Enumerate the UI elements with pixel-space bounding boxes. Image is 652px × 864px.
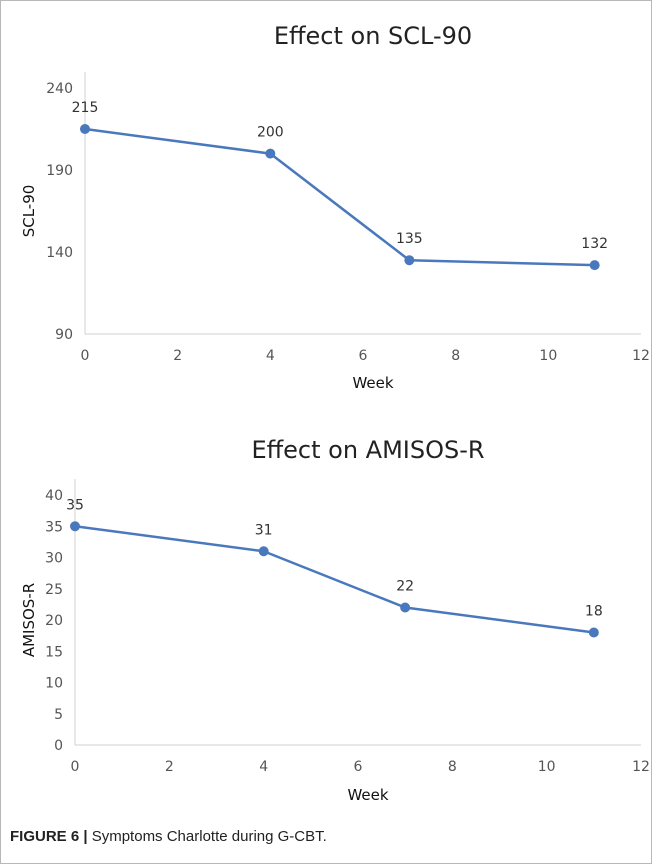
x-tick-label: 2 (165, 759, 174, 775)
x-axis-label: Week (352, 374, 393, 392)
x-tick-label: 0 (81, 348, 90, 364)
data-label: 200 (257, 125, 284, 141)
x-tick-label: 12 (632, 759, 650, 775)
data-label: 35 (66, 497, 84, 513)
x-tick-label: 0 (71, 759, 80, 775)
y-tick-label: 40 (45, 488, 63, 504)
chart-title: Effect on SCL-90 (274, 22, 472, 50)
y-tick-label: 15 (45, 644, 63, 660)
data-point (70, 521, 80, 532)
series-line (74, 525, 594, 634)
chart-scl90: Effect on SCL-90 90 140 190 240 0 2 4 6 8 10 12 Week… (20, 22, 650, 392)
chart-title: Effect on AMISOS-R (251, 436, 484, 464)
data-point (258, 546, 269, 557)
x-tick-label: 10 (539, 348, 557, 364)
y-tick-label: 240 (46, 81, 73, 97)
x-tick-label: 8 (448, 759, 457, 775)
y-axis-label: AMISOS-R (20, 583, 38, 657)
data-label: 22 (396, 579, 414, 595)
figure-caption: FIGURE 6 | Symptoms Charlotte during G-C… (10, 828, 327, 845)
y-tick-label: 30 (45, 551, 63, 567)
x-tick-label: 2 (173, 348, 182, 364)
x-axis-label: Week (347, 786, 388, 804)
data-point (80, 124, 90, 134)
y-tick-label: 140 (46, 245, 73, 261)
y-tick-label: 5 (54, 707, 63, 723)
x-tick-label: 6 (359, 348, 368, 364)
x-tick-label: 8 (451, 348, 460, 364)
data-label: 135 (396, 231, 423, 247)
data-point (265, 148, 276, 159)
data-point (400, 602, 411, 613)
x-tick-label: 10 (538, 759, 556, 775)
x-tick-label: 12 (632, 348, 650, 364)
data-point (589, 260, 600, 271)
data-point (404, 255, 415, 266)
caption-text: Symptoms Charlotte during G-CBT. (87, 828, 327, 845)
y-tick-label: 25 (45, 582, 63, 598)
x-tick-label: 4 (259, 759, 268, 775)
data-label: 132 (581, 236, 608, 252)
y-tick-label: 20 (45, 613, 63, 629)
data-label: 215 (72, 100, 99, 116)
figure-label: FIGURE 6 | (10, 828, 88, 845)
y-tick-label: 10 (45, 676, 63, 692)
x-tick-label: 4 (266, 348, 275, 364)
series-line (84, 127, 595, 267)
x-tick-label: 6 (354, 759, 363, 775)
y-tick-label: 0 (54, 738, 63, 754)
data-label: 18 (585, 604, 603, 620)
y-tick-label: 35 (45, 519, 63, 535)
y-axis-label: SCL-90 (20, 185, 38, 238)
data-point (588, 627, 599, 638)
y-tick-label: 190 (46, 163, 73, 179)
y-tick-label: 90 (55, 327, 73, 343)
data-label: 31 (255, 522, 273, 538)
